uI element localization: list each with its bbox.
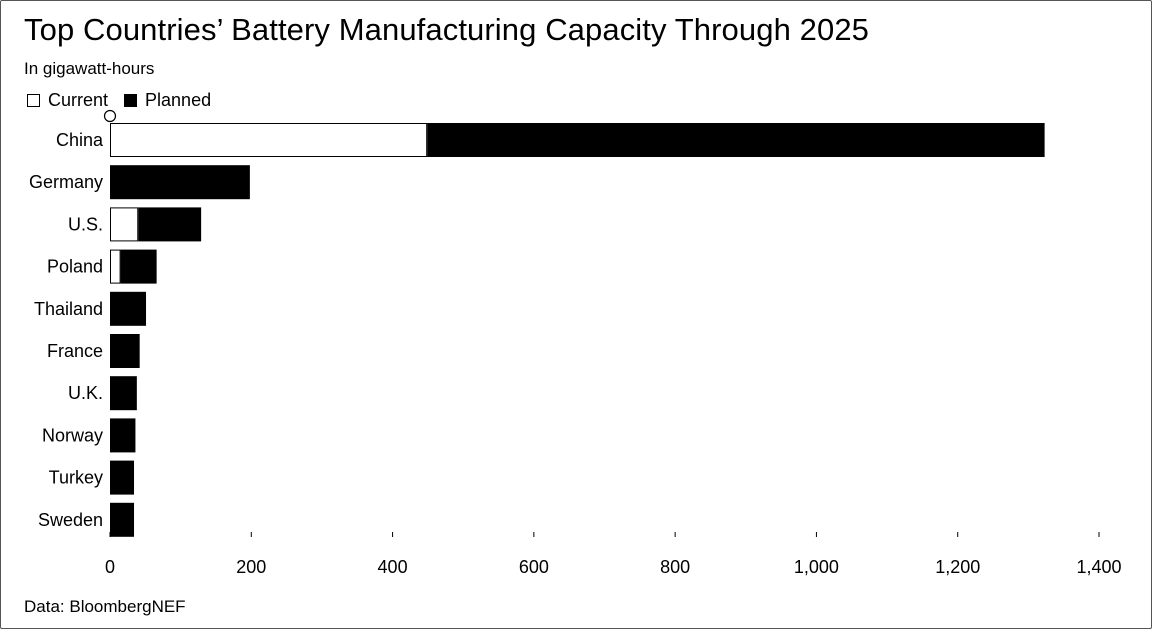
bar-planned (110, 334, 140, 368)
legend-swatch-current (27, 94, 40, 107)
x-tick-label: 1,000 (794, 557, 839, 577)
bar-planned (138, 207, 202, 242)
bar-planned (120, 249, 157, 284)
category-label: Sweden (38, 510, 103, 530)
category-label: Thailand (34, 299, 103, 319)
origin-marker (103, 109, 117, 123)
x-tick-label: 600 (519, 557, 549, 577)
category-label: Germany (29, 172, 103, 192)
legend-label-current: Current (48, 90, 109, 110)
bar-planned (110, 376, 137, 411)
bar-current (110, 207, 139, 242)
legend-label-planned: Planned (145, 90, 212, 110)
category-label: U.S. (68, 214, 103, 234)
bar-planned (110, 291, 147, 326)
legend: Current Planned (27, 90, 227, 111)
legend-item-planned: Planned (124, 90, 211, 111)
x-tick-label: 1,400 (1076, 557, 1121, 577)
x-tick-label: 800 (660, 557, 690, 577)
category-label: Norway (42, 425, 103, 445)
bar-current (110, 249, 121, 284)
category-label: Turkey (49, 468, 103, 488)
legend-item-current: Current (27, 90, 108, 111)
bar-planned (110, 460, 135, 495)
source-note: Data: BloombergNEF (24, 597, 186, 616)
category-label: France (47, 341, 103, 361)
category-label: China (56, 130, 104, 150)
category-label: Poland (47, 257, 103, 277)
x-tick-label: 1,200 (935, 557, 980, 577)
x-tick-label: 200 (236, 557, 266, 577)
chart-title: Top Countries’ Battery Manufacturing Cap… (24, 12, 869, 47)
chart-subtitle: In gigawatt-hours (24, 59, 155, 78)
bar-current (110, 123, 428, 157)
bar-planned (427, 123, 1045, 157)
x-tick-label: 400 (378, 557, 408, 577)
legend-swatch-planned (124, 94, 138, 107)
bar-planned (110, 418, 136, 453)
bar-planned (110, 165, 250, 200)
x-tick-label: 0 (105, 557, 115, 577)
category-label: U.K. (68, 383, 103, 403)
bar-planned (110, 502, 135, 537)
